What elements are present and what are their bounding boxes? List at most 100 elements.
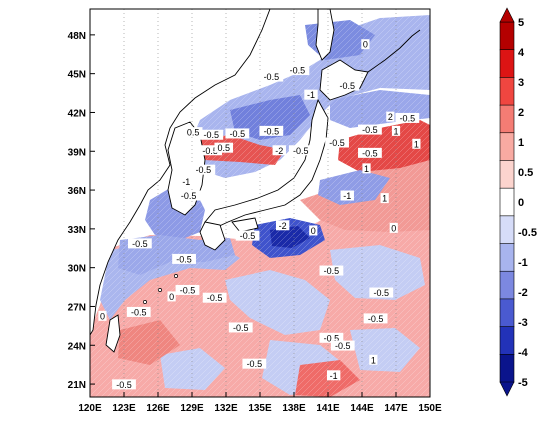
contour-label: 1	[414, 139, 419, 149]
y-axis: 48N 45N 42N 39N 36N 33N 30N 27N 24N 21N	[68, 31, 95, 391]
contour-label: -2	[279, 221, 287, 231]
contour-label-bg	[362, 163, 371, 174]
contour-label: -0.5	[202, 146, 218, 156]
contour-label: -0.5	[180, 285, 196, 295]
x-tick-label: 123E	[112, 403, 136, 414]
contour-label: -0.5	[374, 288, 390, 298]
contour-label-bg	[112, 379, 136, 390]
contour-label-bg	[389, 222, 398, 233]
y-tick-label: 27N	[68, 302, 86, 313]
contour-label: 0	[391, 223, 396, 233]
contour-label: -0.5	[181, 191, 197, 201]
contour-label: -0.5	[132, 239, 148, 249]
colorbar: 5 4 3 2 1 0.5 0 -0.5 -1 -2 -3 -4 -5	[499, 7, 537, 397]
y-tick-label: 21N	[68, 380, 86, 391]
y-tick-label: 30N	[68, 264, 86, 275]
colorbar-level-label: -2	[518, 287, 528, 299]
contour-label: -0.5	[368, 314, 384, 324]
contour-label: -0.5	[230, 129, 246, 139]
y-tick-label: 45N	[68, 70, 86, 81]
contour-label-bg	[176, 190, 201, 201]
contour-label: -0.5	[324, 266, 340, 276]
contour-label-bg	[319, 265, 344, 276]
colorbar-swatch	[499, 132, 515, 162]
contour-label-bg	[380, 193, 389, 204]
contour-label-bg	[214, 142, 234, 153]
map-plot-area	[90, 9, 430, 397]
colorbar-swatch	[499, 21, 515, 51]
contour-label: -0.5	[207, 293, 223, 303]
colorbar-level-label: 3	[518, 77, 524, 89]
x-tick-label: 147E	[384, 403, 408, 414]
y-tick-label: 24N	[68, 341, 86, 352]
contour-label: -0.5	[362, 148, 378, 158]
contour-label-bg	[126, 306, 151, 317]
x-tick-label: 132E	[214, 403, 238, 414]
contour-label: 0.5	[187, 128, 200, 138]
contour-label: -0.5	[324, 333, 340, 343]
contour-label-bg	[259, 125, 284, 136]
contour-label: 0	[100, 311, 105, 321]
contour-label-bg	[179, 176, 194, 187]
colorbar-swatch	[499, 326, 515, 355]
contour-label-bg	[358, 124, 382, 135]
contour-label-bg	[199, 129, 224, 140]
contour-label: -2	[275, 146, 283, 156]
land-sakhalin	[315, 9, 335, 61]
colorbar-swatch	[499, 187, 515, 217]
contour-label-bg	[127, 238, 152, 249]
contour-label: 1	[393, 126, 398, 136]
contour-label-bg	[225, 128, 250, 139]
contour-label-bg	[242, 358, 267, 369]
contour-label: -0.5	[196, 165, 212, 175]
x-tick-label: 144E	[350, 403, 374, 414]
contour-label: 0	[363, 40, 368, 50]
land-japan-hokkaido	[319, 59, 369, 101]
contour-label: -0.5	[290, 66, 306, 76]
contour-label: -0.5	[340, 81, 356, 91]
contour-label: 1	[382, 194, 387, 204]
colorbar-swatch	[499, 354, 515, 383]
contour-label-bg	[172, 253, 196, 264]
colorbar-swatch	[499, 215, 515, 245]
colorbar-swatch	[499, 160, 515, 189]
contour-label-bg	[275, 220, 290, 231]
contour-label-bg	[304, 89, 318, 100]
contour-label-bg	[259, 71, 284, 82]
colorbar-level-label: 1	[518, 137, 524, 149]
contour-label: -0.5	[400, 113, 416, 123]
contour-label: -1	[182, 177, 190, 187]
contour-label-bg	[335, 80, 360, 91]
colorbar-level-label: 0	[518, 197, 524, 209]
contour-label: -0.5	[204, 130, 220, 140]
contour-label: 1	[364, 164, 369, 174]
colorbar-swatch	[499, 243, 515, 272]
contour-label-bg	[330, 340, 355, 351]
x-tick-label: 138E	[282, 403, 306, 414]
contour-label: -1	[343, 191, 351, 201]
contour-label-bg	[272, 145, 286, 156]
land-taiwan	[105, 314, 121, 353]
contour-label-bg	[285, 65, 310, 76]
contour-label: -0.5	[329, 138, 345, 148]
contour-label: 0	[169, 292, 174, 302]
colorbar-level-label: -0.5	[518, 227, 537, 239]
y-tick-label: 48N	[68, 31, 86, 42]
contour-label: -1	[307, 90, 315, 100]
contour-label: -0.5	[240, 231, 256, 241]
colorbar-level-label: 0.5	[518, 167, 533, 179]
x-tick-label: 129E	[180, 403, 204, 414]
x-tick-label: 135E	[248, 403, 272, 414]
colorbar-level-label: 4	[518, 47, 525, 59]
contour-label: -0.5	[264, 72, 280, 82]
contour-label: 1	[371, 355, 376, 365]
x-tick-label: 150E	[418, 403, 442, 414]
contour-label: -0.5	[131, 307, 147, 317]
contour-label-bg	[358, 147, 382, 158]
contour-label-bg	[202, 292, 227, 303]
colorbar-top-arrow	[499, 7, 515, 23]
contour-label-bg	[326, 370, 341, 381]
contour-label-bg	[363, 313, 388, 324]
colorbar-swatch	[499, 77, 515, 106]
colorbar-level-label: 2	[518, 107, 524, 119]
